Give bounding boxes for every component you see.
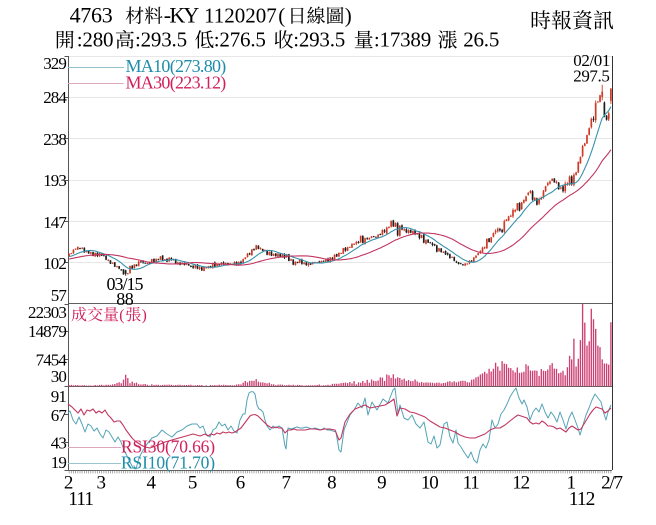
svg-text:-KY: -KY (164, 3, 200, 28)
svg-text:3: 3 (96, 472, 105, 493)
svg-text:111: 111 (68, 489, 93, 510)
svg-text:1: 1 (567, 472, 576, 493)
svg-text:03/15: 03/15 (106, 274, 143, 294)
svg-text:(: ( (119, 307, 124, 324)
svg-text:MA10(273.80): MA10(273.80) (126, 56, 227, 77)
svg-text::17389: :17389 (374, 27, 431, 51)
svg-text:57: 57 (51, 286, 68, 305)
svg-text:8: 8 (327, 472, 336, 493)
svg-text:7: 7 (281, 472, 290, 493)
svg-text::280: :280 (77, 27, 114, 51)
svg-text:): ) (345, 4, 352, 28)
svg-text:102: 102 (43, 254, 66, 273)
svg-text:02/01: 02/01 (573, 51, 610, 70)
svg-text:297.5: 297.5 (573, 67, 609, 86)
svg-text:14879: 14879 (28, 322, 66, 341)
svg-text:6: 6 (236, 472, 245, 493)
svg-text:4763: 4763 (70, 3, 113, 28)
svg-text:RSI30(70.66): RSI30(70.66) (121, 437, 215, 457)
svg-text::276.5: :276.5 (214, 27, 266, 51)
svg-text:9: 9 (377, 472, 386, 493)
svg-text:329: 329 (43, 54, 66, 73)
svg-text:91: 91 (51, 387, 67, 406)
svg-text:43: 43 (51, 434, 67, 453)
svg-text:67: 67 (51, 406, 68, 425)
svg-text::293.5: :293.5 (293, 27, 345, 51)
svg-text:284: 284 (43, 88, 67, 107)
svg-text:7454: 7454 (36, 350, 68, 369)
svg-text:4: 4 (147, 472, 157, 493)
svg-text:2: 2 (64, 472, 73, 493)
svg-text:11: 11 (463, 472, 480, 493)
svg-text:RSI10(71.70): RSI10(71.70) (121, 452, 215, 472)
svg-text::293.5: :293.5 (135, 27, 187, 51)
svg-text:5: 5 (188, 472, 197, 493)
svg-text:26.5: 26.5 (463, 27, 499, 51)
svg-text:147: 147 (43, 213, 67, 232)
svg-text:22303: 22303 (28, 303, 66, 322)
svg-text:12: 12 (512, 472, 529, 493)
svg-text:193: 193 (43, 171, 66, 190)
svg-text:MA30(223.12): MA30(223.12) (126, 73, 227, 94)
svg-text:1120207: 1120207 (204, 4, 277, 28)
svg-text:2/7: 2/7 (601, 472, 622, 493)
svg-text:): ) (142, 307, 147, 324)
svg-text:88: 88 (116, 289, 134, 309)
svg-text:30: 30 (51, 367, 67, 386)
svg-text:238: 238 (43, 130, 66, 149)
svg-text:(: ( (278, 4, 285, 28)
svg-text:19: 19 (51, 453, 67, 472)
svg-text:10: 10 (421, 472, 438, 493)
svg-text:112: 112 (569, 489, 595, 510)
